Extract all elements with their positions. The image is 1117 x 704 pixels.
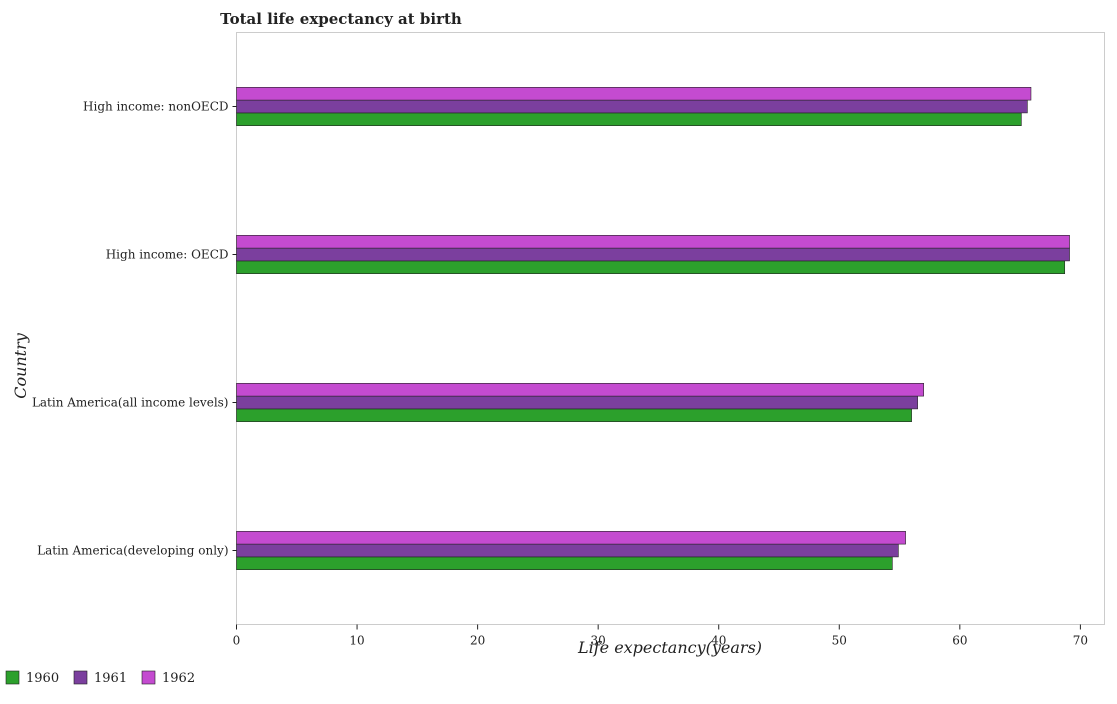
x-tick-label: 60 bbox=[952, 634, 967, 648]
legend-swatch-1960 bbox=[5, 670, 20, 685]
legend-swatch-1962 bbox=[141, 670, 156, 685]
legend-swatch-1961 bbox=[73, 670, 88, 685]
y-tick-label: Latin America(developing only) bbox=[37, 544, 228, 558]
x-tick-label: 50 bbox=[832, 634, 847, 648]
bar-1961-2 bbox=[236, 395, 918, 410]
legend: 1960 1961 1962 bbox=[5, 670, 195, 686]
legend-label-1962: 1962 bbox=[162, 671, 195, 686]
bar-1961-3 bbox=[236, 543, 899, 558]
bar-1962-0 bbox=[236, 87, 1032, 101]
y-tick-label: High income: OECD bbox=[106, 248, 229, 262]
bar-1962-1 bbox=[236, 235, 1070, 249]
x-axis-title: Life expectancy(years) bbox=[577, 638, 762, 657]
bar-1961-0 bbox=[236, 99, 1028, 114]
plot-area-frame bbox=[236, 32, 1105, 625]
chart-title: Total life expectancy at birth bbox=[220, 10, 462, 28]
bar-1960-3 bbox=[236, 556, 893, 571]
bar-1960-0 bbox=[236, 112, 1022, 127]
bar-1961-1 bbox=[236, 247, 1070, 262]
x-tick-label: 0 bbox=[233, 634, 241, 648]
x-axis: 0 10 20 30 40 50 60 70 bbox=[233, 624, 1088, 648]
bar-1960-2 bbox=[236, 408, 912, 422]
y-axis-title: Country bbox=[11, 332, 30, 399]
bar-1962-3 bbox=[236, 530, 906, 545]
legend-label-1961: 1961 bbox=[94, 671, 127, 686]
bar-1962-2 bbox=[236, 382, 924, 397]
x-tick-label: 10 bbox=[349, 634, 364, 648]
x-tick-label: 40 bbox=[711, 634, 726, 648]
x-tick-label: 70 bbox=[1073, 634, 1088, 648]
bars-layer bbox=[236, 87, 1070, 571]
bar-1960-1 bbox=[236, 260, 1066, 274]
legend-label-1960: 1960 bbox=[26, 671, 59, 686]
y-axis: High income: nonOECD High income: OECD Lat… bbox=[32, 100, 237, 558]
y-tick-label: Latin America(all income levels) bbox=[32, 396, 229, 410]
y-tick-label: High income: nonOECD bbox=[83, 100, 228, 114]
x-tick-label: 30 bbox=[591, 634, 606, 648]
x-tick-label: 20 bbox=[470, 634, 485, 648]
